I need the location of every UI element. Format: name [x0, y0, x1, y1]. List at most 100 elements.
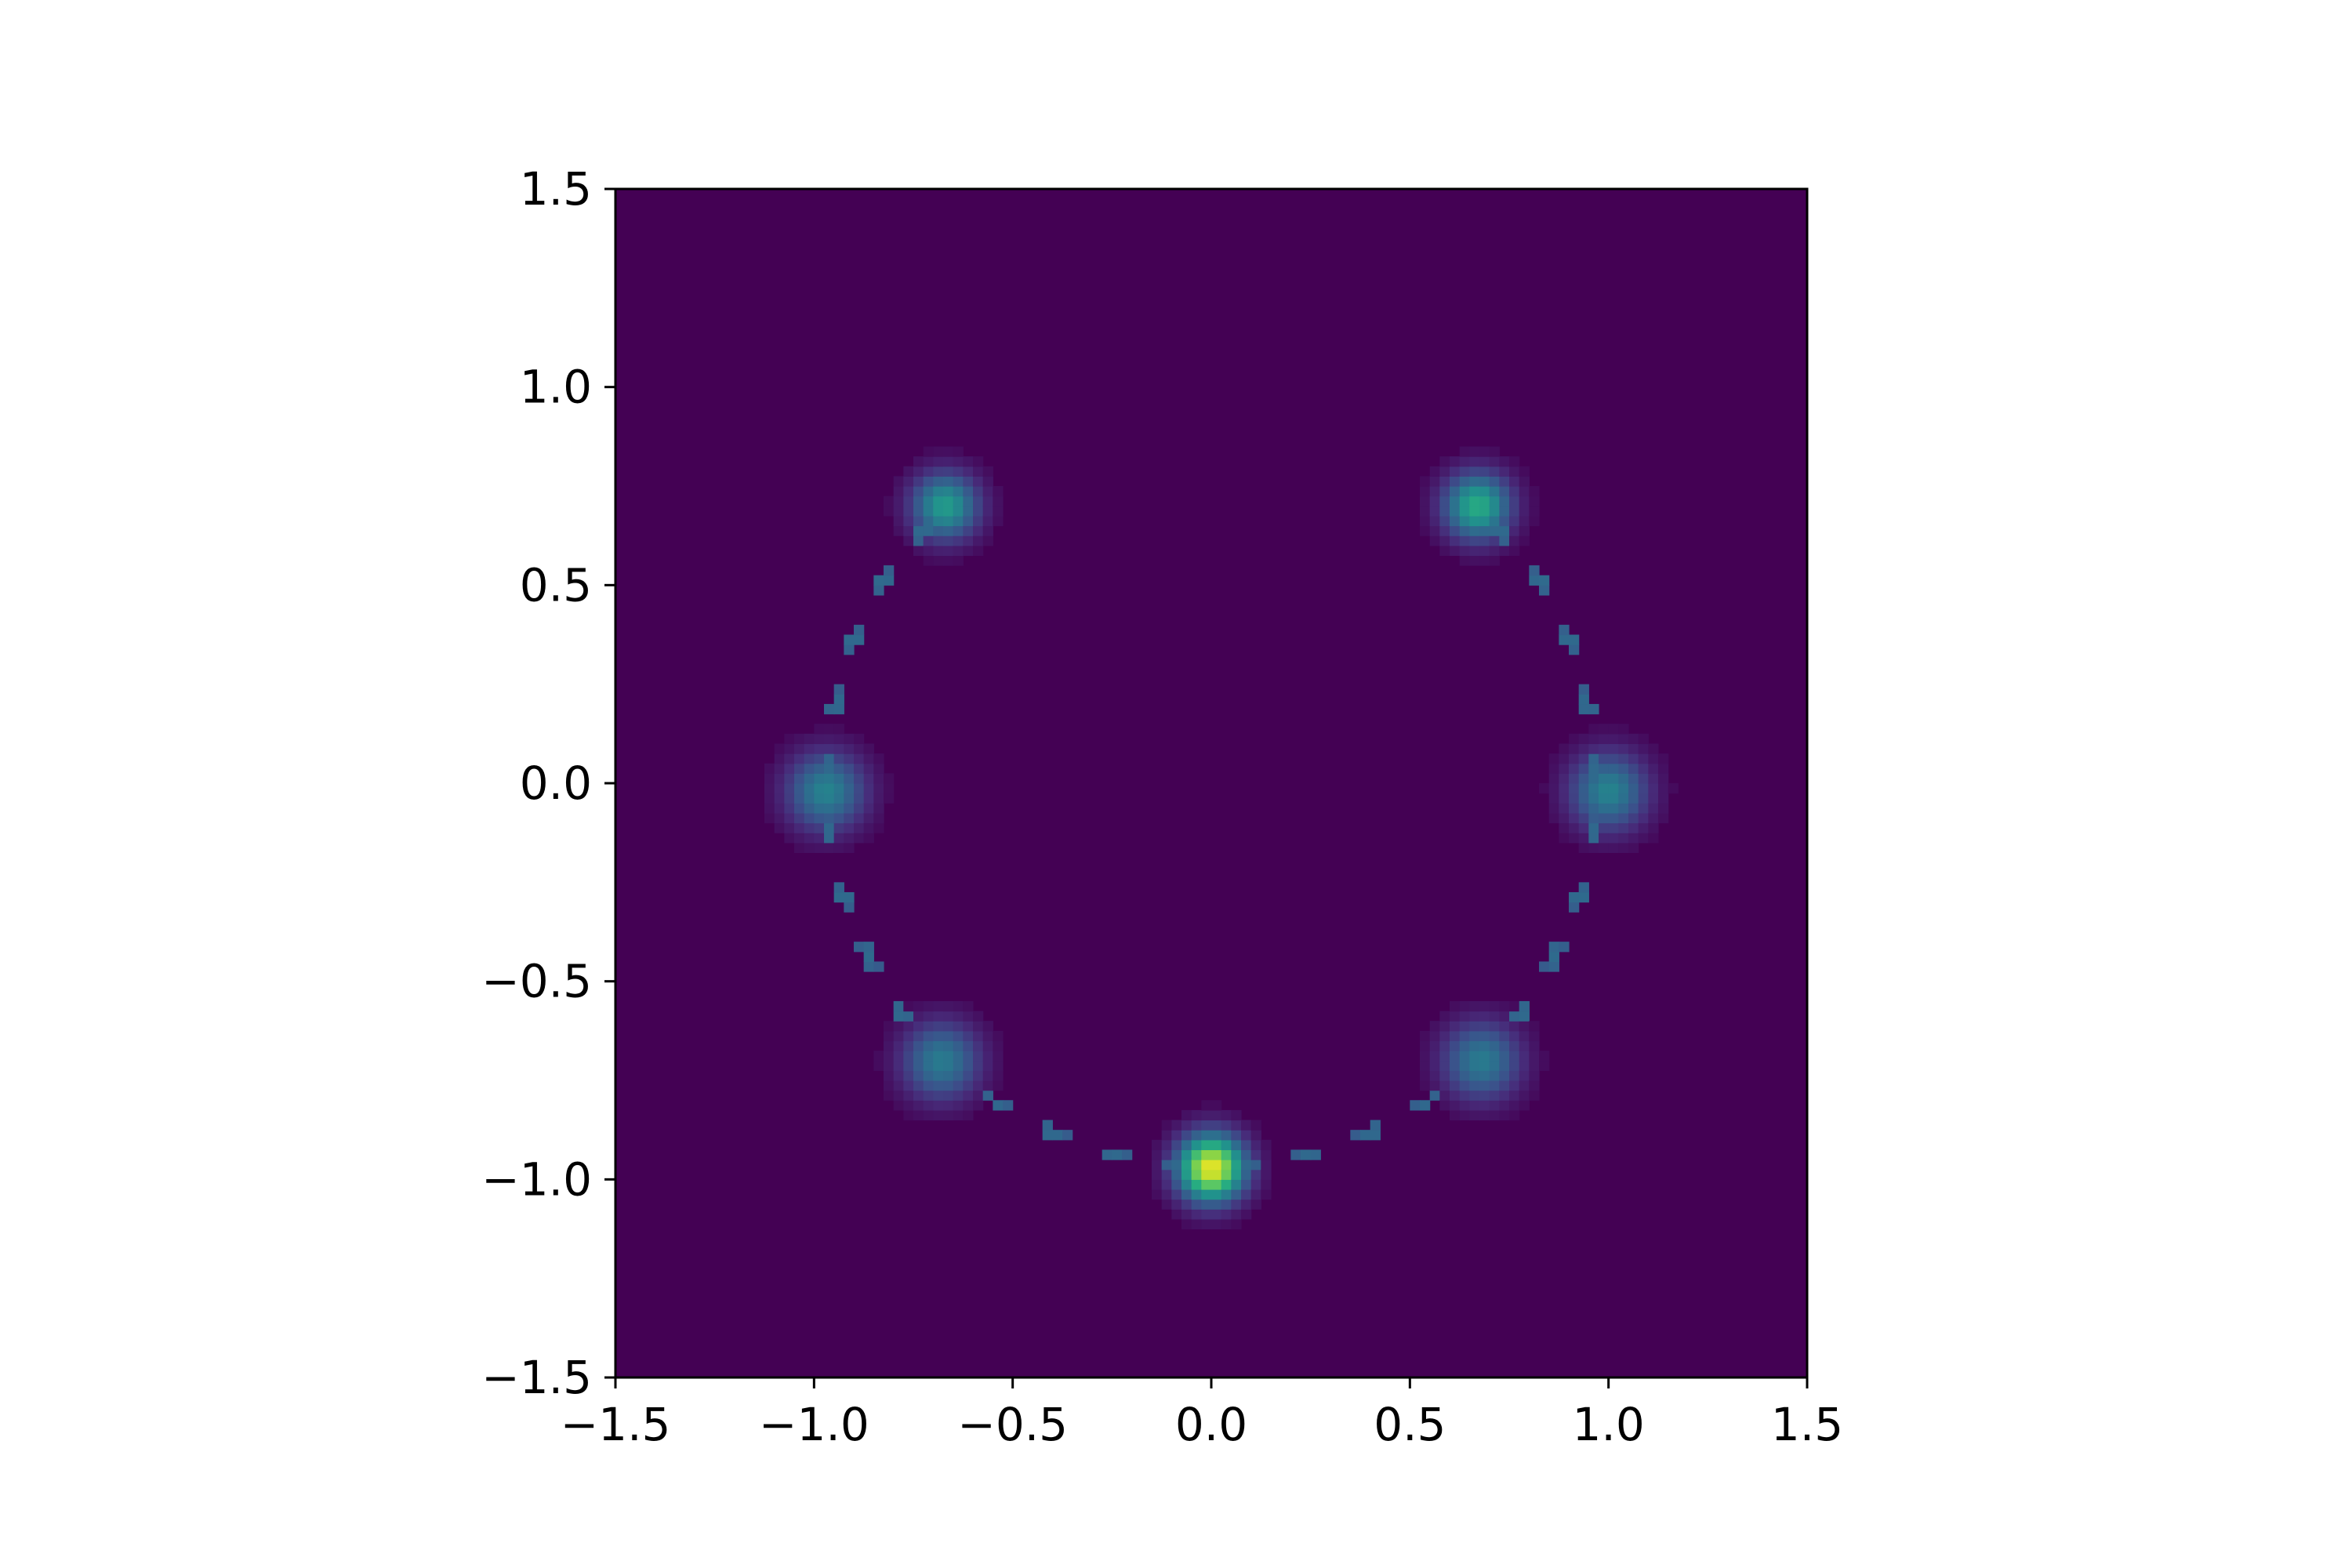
- heatmap-cell: [884, 495, 895, 506]
- heatmap-cell: [1519, 1051, 1530, 1062]
- heatmap-cell: [1489, 1030, 1500, 1042]
- heatmap-cell: [1489, 1080, 1500, 1091]
- heatmap-cell: [1439, 545, 1450, 557]
- heatmap-cell: [963, 1000, 974, 1012]
- heatmap-cell: [1459, 1109, 1470, 1121]
- heatmap-cell: [933, 1011, 944, 1022]
- heatmap-cell: [963, 545, 974, 557]
- heatmap-cell: [1578, 694, 1589, 705]
- heatmap-cell: [963, 476, 974, 487]
- heatmap-cell: [1499, 1060, 1510, 1071]
- heatmap-cell: [884, 793, 895, 804]
- heatmap-cell: [1459, 495, 1470, 506]
- heatmap-cell: [833, 763, 844, 774]
- heatmap-cell: [973, 466, 984, 477]
- heatmap-cell: [1588, 822, 1599, 833]
- heatmap-cell: [1638, 793, 1649, 804]
- heatmap-cell: [1628, 753, 1639, 764]
- heatmap-cell: [923, 1100, 934, 1111]
- heatmap-cell: [873, 803, 884, 814]
- heatmap-cell: [1648, 822, 1659, 833]
- heatmap-cell: [1489, 1051, 1500, 1062]
- heatmap-cell: [1539, 1051, 1550, 1062]
- heatmap-cell: [1459, 456, 1470, 467]
- heatmap-cell: [1618, 733, 1629, 745]
- heatmap-cell: [1241, 1120, 1252, 1131]
- heatmap-cell: [963, 515, 974, 527]
- heatmap-cell: [1211, 1169, 1222, 1180]
- heatmap-cell: [1479, 555, 1490, 566]
- heatmap-cell: [1569, 773, 1580, 784]
- heatmap-cell: [1181, 1218, 1192, 1230]
- heatmap-cell: [844, 763, 855, 774]
- heatmap-cell: [1350, 1130, 1361, 1141]
- heatmap-cell: [1578, 812, 1589, 824]
- heatmap-cell: [1450, 1011, 1461, 1022]
- heatmap-cell: [1241, 1169, 1252, 1180]
- heatmap-cell: [1618, 812, 1629, 824]
- heatmap-cell: [824, 842, 835, 854]
- heatmap-cell: [1211, 1160, 1222, 1171]
- y-tick-label: 0.5: [520, 558, 592, 612]
- heatmap-cell: [1569, 891, 1580, 903]
- heatmap-cell: [1450, 495, 1461, 506]
- heatmap-cell: [913, 486, 924, 497]
- heatmap-cell: [1499, 506, 1510, 517]
- heatmap-cell: [993, 1040, 1004, 1051]
- heatmap-cell: [953, 535, 964, 546]
- heatmap-cell: [1231, 1139, 1242, 1151]
- heatmap-cell: [1479, 495, 1490, 506]
- heatmap-cell: [1052, 1130, 1063, 1141]
- heatmap-cell: [1638, 773, 1649, 784]
- heatmap-cell: [804, 793, 815, 804]
- heatmap-cell: [1569, 743, 1580, 754]
- heatmap-cell: [1509, 1030, 1520, 1042]
- heatmap-cell: [1261, 1139, 1272, 1151]
- heatmap-cell: [1489, 1011, 1500, 1022]
- heatmap-cell: [1588, 773, 1599, 784]
- heatmap-cell: [953, 1030, 964, 1042]
- heatmap-cell: [1599, 783, 1610, 794]
- heatmap-cell: [1152, 1169, 1163, 1180]
- heatmap-cell: [1569, 833, 1580, 844]
- heatmap-cell: [854, 753, 865, 764]
- heatmap-cell: [1469, 456, 1480, 467]
- heatmap-cell: [963, 495, 974, 506]
- heatmap-cell: [844, 812, 855, 824]
- heatmap-cell: [1578, 763, 1589, 774]
- heatmap-cell: [1519, 506, 1530, 517]
- heatmap-cell: [923, 1000, 934, 1012]
- heatmap-cell: [982, 535, 993, 546]
- heatmap-cell: [804, 803, 815, 814]
- x-tick-label: 0.0: [1175, 1398, 1247, 1451]
- heatmap-cell: [913, 545, 924, 557]
- heatmap-cell: [1569, 803, 1580, 814]
- heatmap-cell: [993, 1100, 1004, 1111]
- heatmap-cell: [1450, 1060, 1461, 1071]
- heatmap-cell: [1548, 783, 1559, 794]
- heatmap-cell: [963, 486, 974, 497]
- heatmap-cell: [903, 525, 914, 536]
- heatmap-cell: [1459, 555, 1470, 566]
- heatmap-cell: [933, 495, 944, 506]
- heatmap-cell: [1420, 1040, 1431, 1051]
- heatmap-cell: [963, 525, 974, 536]
- heatmap-cell: [1578, 882, 1589, 893]
- heatmap-cell: [903, 1030, 914, 1042]
- heatmap-cell: [1459, 1000, 1470, 1012]
- heatmap-cell: [893, 476, 904, 487]
- heatmap-cell: [824, 812, 835, 824]
- heatmap-cell: [893, 1080, 904, 1091]
- heatmap-cell: [893, 495, 904, 506]
- heatmap-cell: [1469, 555, 1480, 566]
- heatmap-cell: [1122, 1149, 1133, 1160]
- heatmap-cell: [1152, 1189, 1163, 1200]
- heatmap-cell: [1221, 1120, 1232, 1131]
- heatmap-cell: [1221, 1139, 1232, 1151]
- heatmap-cell: [1479, 545, 1490, 557]
- heatmap-cell: [1241, 1160, 1252, 1171]
- heatmap-cell: [1211, 1120, 1222, 1131]
- heatmap-cell: [794, 763, 805, 774]
- heatmap-cell: [1559, 773, 1570, 784]
- heatmap-cell: [1250, 1149, 1261, 1160]
